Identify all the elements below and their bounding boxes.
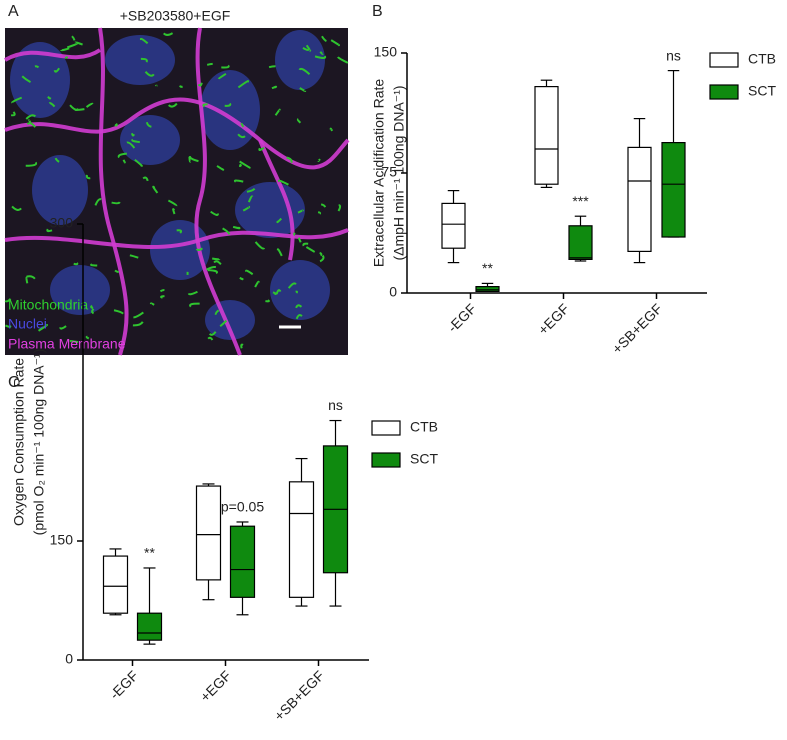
- box: [535, 87, 558, 185]
- legend-label: Mitochondria: [8, 297, 88, 313]
- mitochondrion: [75, 109, 84, 110]
- x-tick-label: +SB+EGF: [609, 300, 665, 356]
- x-tick-label: -EGF: [106, 667, 141, 702]
- box: [231, 526, 255, 597]
- legend-swatch: [710, 85, 738, 99]
- nucleus: [275, 30, 325, 90]
- y-axis-label: Oxygen Consumption Rate: [11, 358, 27, 526]
- box: [569, 226, 592, 260]
- image-title: +SB203580+EGF: [120, 8, 231, 24]
- panel-label: A: [8, 3, 19, 20]
- nucleus: [105, 35, 175, 85]
- annotation: **: [482, 260, 493, 276]
- mitochondrion: [272, 87, 276, 89]
- annotation: ns: [328, 397, 343, 413]
- box: [628, 147, 651, 251]
- mitochondrion: [124, 160, 125, 163]
- x-tick-label: -EGF: [444, 300, 479, 335]
- mitochondrion: [265, 300, 269, 301]
- box: [138, 613, 162, 640]
- mitochondrion: [180, 86, 183, 87]
- legend-label: SCT: [748, 83, 776, 99]
- box: [442, 203, 465, 248]
- annotation: **: [144, 545, 155, 561]
- annotation: ***: [572, 193, 589, 209]
- mitochondrion: [240, 165, 241, 167]
- annotation: ns: [666, 47, 681, 63]
- legend-label: Nuclei: [8, 316, 47, 332]
- legend-swatch: [372, 421, 400, 435]
- y-tick-label: 0: [389, 284, 397, 300]
- legend-label: CTB: [748, 51, 776, 67]
- box: [476, 287, 499, 292]
- legend-label: CTB: [410, 419, 438, 435]
- box: [197, 486, 221, 580]
- panel-label: B: [372, 3, 383, 20]
- nucleus: [200, 70, 260, 150]
- y-axis-label: (pmol O₂ min⁻¹ 100ng DNA⁻¹): [31, 349, 47, 536]
- annotation: p=0.05: [221, 499, 264, 515]
- y-tick-label: 75: [381, 164, 397, 180]
- x-tick-label: +SB+EGF: [271, 667, 327, 723]
- mitochondrion: [233, 227, 239, 228]
- box: [290, 482, 314, 598]
- mitochondrion: [331, 129, 333, 131]
- mitochondrion: [35, 66, 39, 67]
- mitochondrion: [212, 258, 219, 259]
- legend-label: Plasma Membrane: [8, 336, 126, 352]
- x-tick-label: +EGF: [535, 300, 572, 337]
- x-tick-label: +EGF: [197, 667, 234, 704]
- mitochondrion: [173, 209, 174, 214]
- mitochondrion: [207, 64, 213, 65]
- legend-label: SCT: [410, 451, 438, 467]
- box: [662, 143, 685, 237]
- mitochondrion: [294, 233, 295, 235]
- box: [104, 556, 128, 613]
- legend-swatch: [372, 453, 400, 467]
- mitochondrion: [269, 66, 275, 67]
- legend-swatch: [710, 53, 738, 67]
- y-tick-label: 0: [65, 651, 73, 667]
- y-tick-label: 150: [374, 44, 398, 60]
- y-tick-label: 150: [50, 532, 74, 548]
- y-tick-label: 300: [50, 215, 74, 231]
